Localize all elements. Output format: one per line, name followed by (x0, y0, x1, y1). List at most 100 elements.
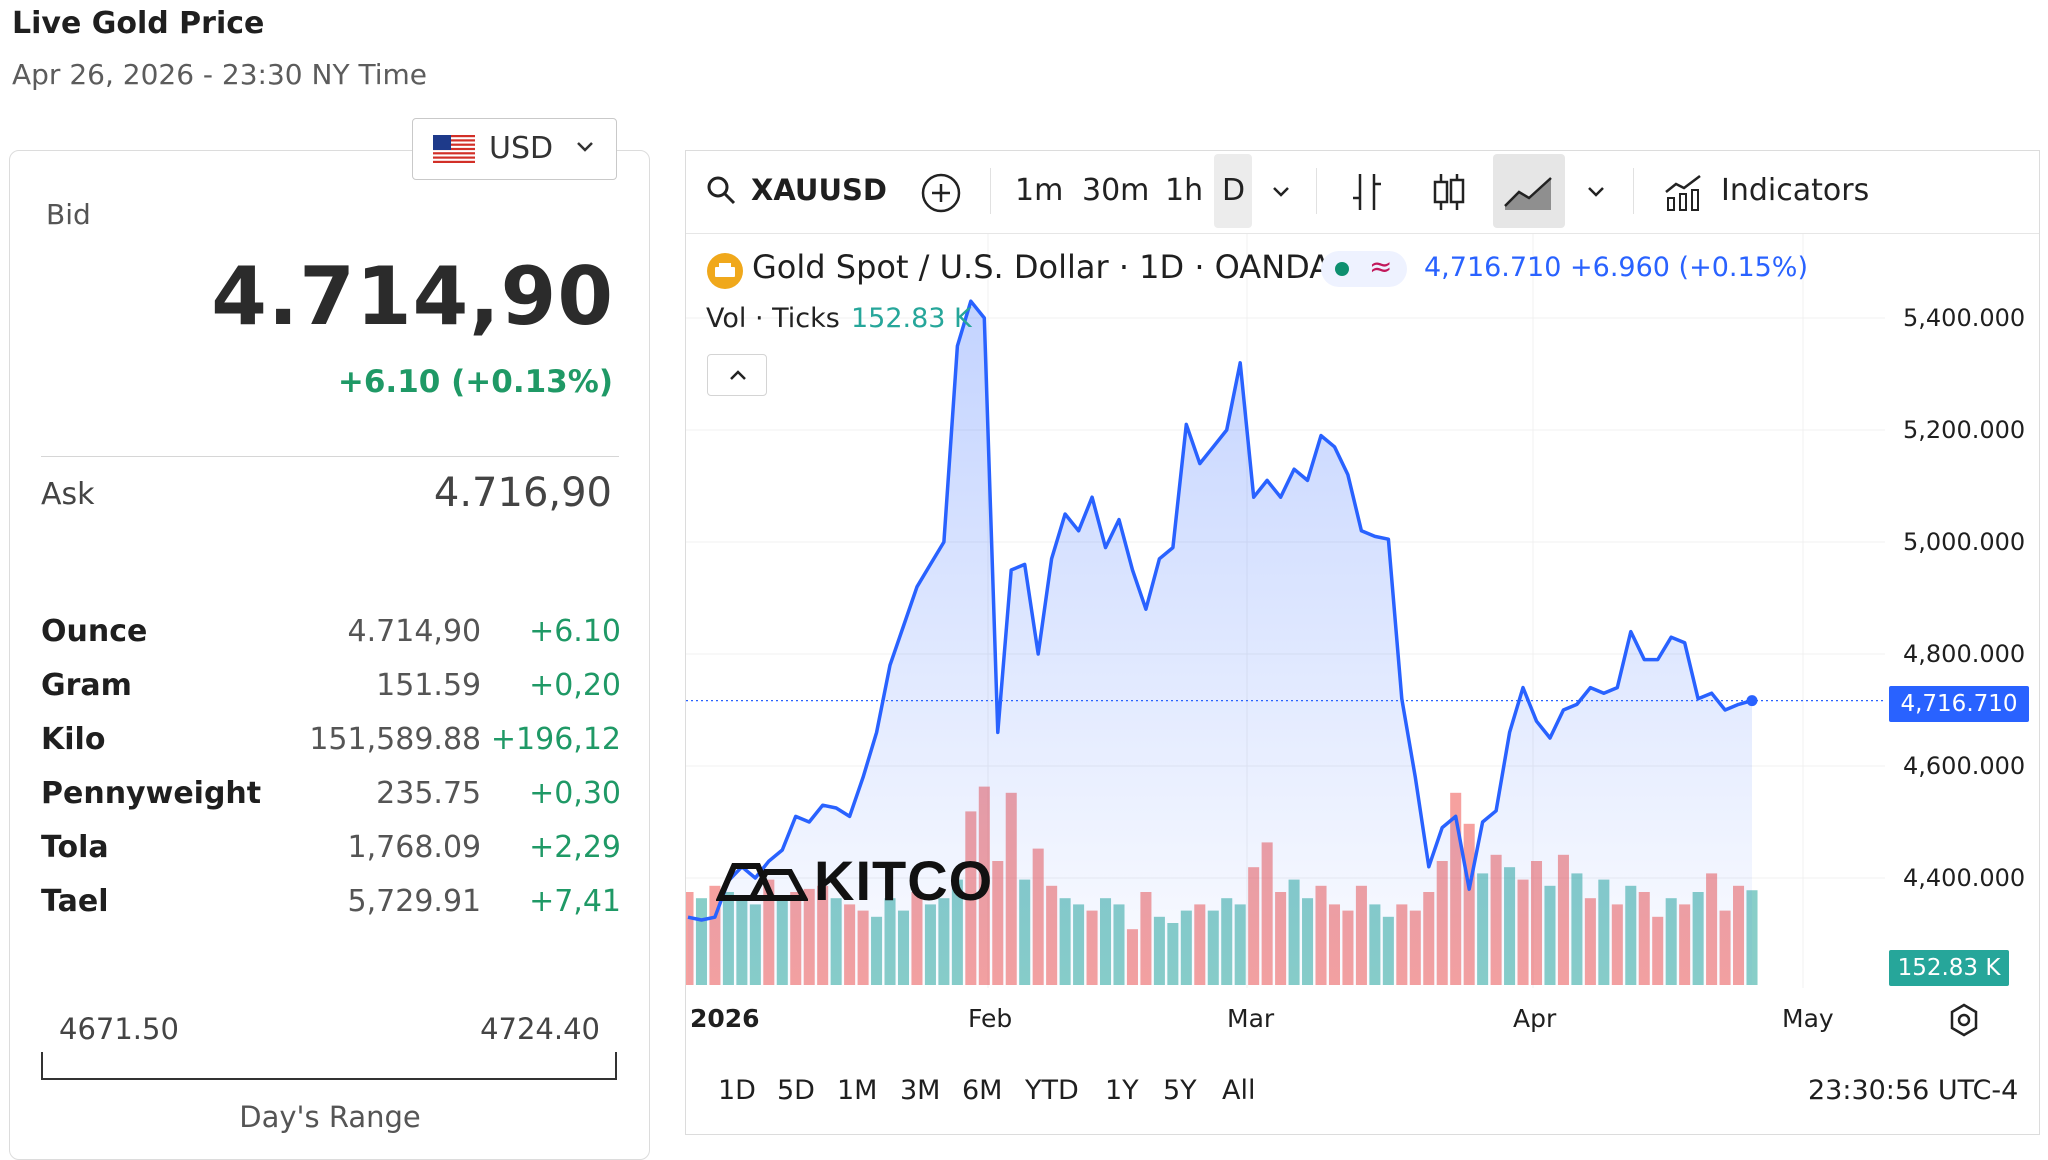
y-axis-label: 5,400.000 (1903, 304, 2026, 332)
chart-widget (685, 150, 2040, 1135)
price-area (688, 301, 1752, 985)
page-title: Live Gold Price (12, 6, 265, 41)
timeframe-1m[interactable]: 1m (1015, 173, 1064, 208)
range-1y[interactable]: 1Y (1105, 1075, 1139, 1106)
x-axis-label: 2026 (690, 1004, 760, 1033)
table-row: Ounce 4.714,90 +6.10 (41, 604, 621, 658)
volume-legend-value: 152.83 K (851, 303, 972, 334)
settings-icon[interactable] (1946, 1002, 1982, 1038)
unit-price: 1,768.09 (347, 829, 482, 865)
legend-change: +6.960 (1570, 252, 1670, 283)
approx-icon: ≈ (1369, 250, 1393, 283)
unit-change: +0,30 (529, 775, 621, 811)
market-open-dot (1335, 262, 1349, 276)
table-row: Tola 1,768.09 +2,29 (41, 820, 621, 874)
range-1d[interactable]: 1D (718, 1075, 756, 1106)
kitco-logo-icon (716, 863, 808, 901)
range-ytd[interactable]: YTD (1025, 1075, 1079, 1106)
table-row: Kilo 151,589.88 +196,12 (41, 712, 621, 766)
table-row: Gram 151.59 +0,20 (41, 658, 621, 712)
market-status-badge[interactable]: ≈ (1321, 250, 1407, 287)
last-price-tag: 4,716.710 (1889, 686, 2029, 722)
unit-change: +7,41 (529, 883, 621, 919)
x-axis-label: Apr (1513, 1004, 1557, 1033)
ask-label: Ask (41, 477, 95, 512)
divider (1633, 168, 1634, 214)
unit-change: +0,20 (529, 667, 621, 703)
last-volume-tag: 152.83 K (1889, 950, 2009, 986)
symbol-search[interactable]: XAUUSD (751, 173, 887, 207)
x-axis-label: Mar (1227, 1004, 1275, 1033)
divider (41, 456, 619, 457)
unit-name: Tola (41, 829, 109, 865)
unit-change: +6.10 (529, 613, 621, 649)
bid-price: 4.714,90 (211, 250, 614, 343)
area-chart-style-icon[interactable] (1503, 172, 1555, 212)
unit-price: 4.714,90 (347, 613, 482, 649)
day-range-bar (41, 1052, 617, 1080)
table-row: Tael 5,729.91 +7,41 (41, 874, 621, 928)
day-range-low: 4671.50 (59, 1012, 179, 1046)
unit-change: +2,29 (529, 829, 621, 865)
unit-price-table: Ounce 4.714,90 +6.10 Gram 151.59 +0,20 Kilo 1… (41, 604, 621, 928)
x-axis-label: Feb (968, 1004, 1013, 1033)
legend-last: 4,716.710 (1424, 252, 1562, 283)
search-icon[interactable] (705, 174, 737, 206)
chevron-up-icon (730, 370, 746, 380)
unit-name: Tael (41, 883, 109, 919)
gold-symbol-icon (707, 253, 743, 289)
chevron-down-icon (577, 142, 593, 152)
divider (990, 168, 991, 214)
chart-toolbar (686, 151, 2039, 234)
chart-clock: 23:30:56 UTC-4 (1808, 1075, 2019, 1106)
price-line (687, 299, 1753, 922)
chart-style-active-bg (1493, 154, 1565, 228)
unit-price: 151.59 (376, 667, 482, 703)
indicators-icon[interactable] (1662, 170, 1706, 214)
x-axis-label: May (1782, 1004, 1834, 1033)
unit-name: Kilo (41, 721, 106, 757)
chevron-down-icon[interactable] (1583, 178, 1609, 204)
indicators-button[interactable]: Indicators (1721, 173, 1870, 208)
unit-change: +196,12 (490, 721, 621, 757)
page-subtitle: Apr 26, 2026 - 23:30 NY Time (12, 58, 427, 91)
timeframe-d[interactable]: D (1222, 173, 1246, 208)
range-1m[interactable]: 1M (837, 1075, 878, 1106)
currency-select[interactable]: USD (412, 118, 617, 180)
timeframe-1h[interactable]: 1h (1165, 173, 1204, 208)
timeframe-30m[interactable]: 30m (1082, 173, 1150, 208)
table-row: Pennyweight 235.75 +0,30 (41, 766, 621, 820)
unit-price: 151,589.88 (309, 721, 482, 757)
add-symbol-icon[interactable] (920, 172, 962, 214)
legend-change-pct: (+0.15%) (1678, 252, 1808, 283)
range-3m[interactable]: 3M (900, 1075, 941, 1106)
y-axis-label: 4,400.000 (1903, 864, 2026, 892)
us-flag-icon (433, 135, 475, 163)
divider (1316, 168, 1317, 214)
collapse-legend-button[interactable] (707, 354, 767, 396)
unit-price: 235.75 (376, 775, 482, 811)
last-price-dot (1746, 695, 1758, 707)
legend-values: 4,716.710 +6.960 (+0.15%) (1424, 252, 1808, 283)
range-5d[interactable]: 5D (777, 1075, 815, 1106)
unit-name: Gram (41, 667, 132, 703)
volume-legend-label: Vol · Ticks (706, 303, 840, 334)
bar-chart-style-icon[interactable] (1349, 170, 1385, 214)
ask-price: 4.716,90 (433, 470, 612, 516)
candlestick-style-icon[interactable] (1430, 170, 1468, 214)
unit-price: 5,729.91 (347, 883, 482, 919)
bid-label: Bid (46, 198, 91, 231)
chevron-down-icon[interactable] (1268, 178, 1294, 204)
unit-name: Pennyweight (41, 775, 262, 811)
range-6m[interactable]: 6M (962, 1075, 1003, 1106)
y-axis-label: 4,800.000 (1903, 640, 2026, 668)
range-5y[interactable]: 5Y (1163, 1075, 1197, 1106)
range-all[interactable]: All (1222, 1075, 1256, 1106)
y-axis-label: 5,000.000 (1903, 528, 2026, 556)
y-axis-label: 5,200.000 (1903, 416, 2026, 444)
timeframe-active-bg (1214, 154, 1252, 228)
bid-change: +6.10 (+0.13%) (337, 364, 613, 400)
chart-legend-title: Gold Spot / U.S. Dollar · 1D · OANDA (752, 248, 1332, 286)
price-chart[interactable] (686, 234, 2039, 1054)
unit-name: Ounce (41, 613, 148, 649)
